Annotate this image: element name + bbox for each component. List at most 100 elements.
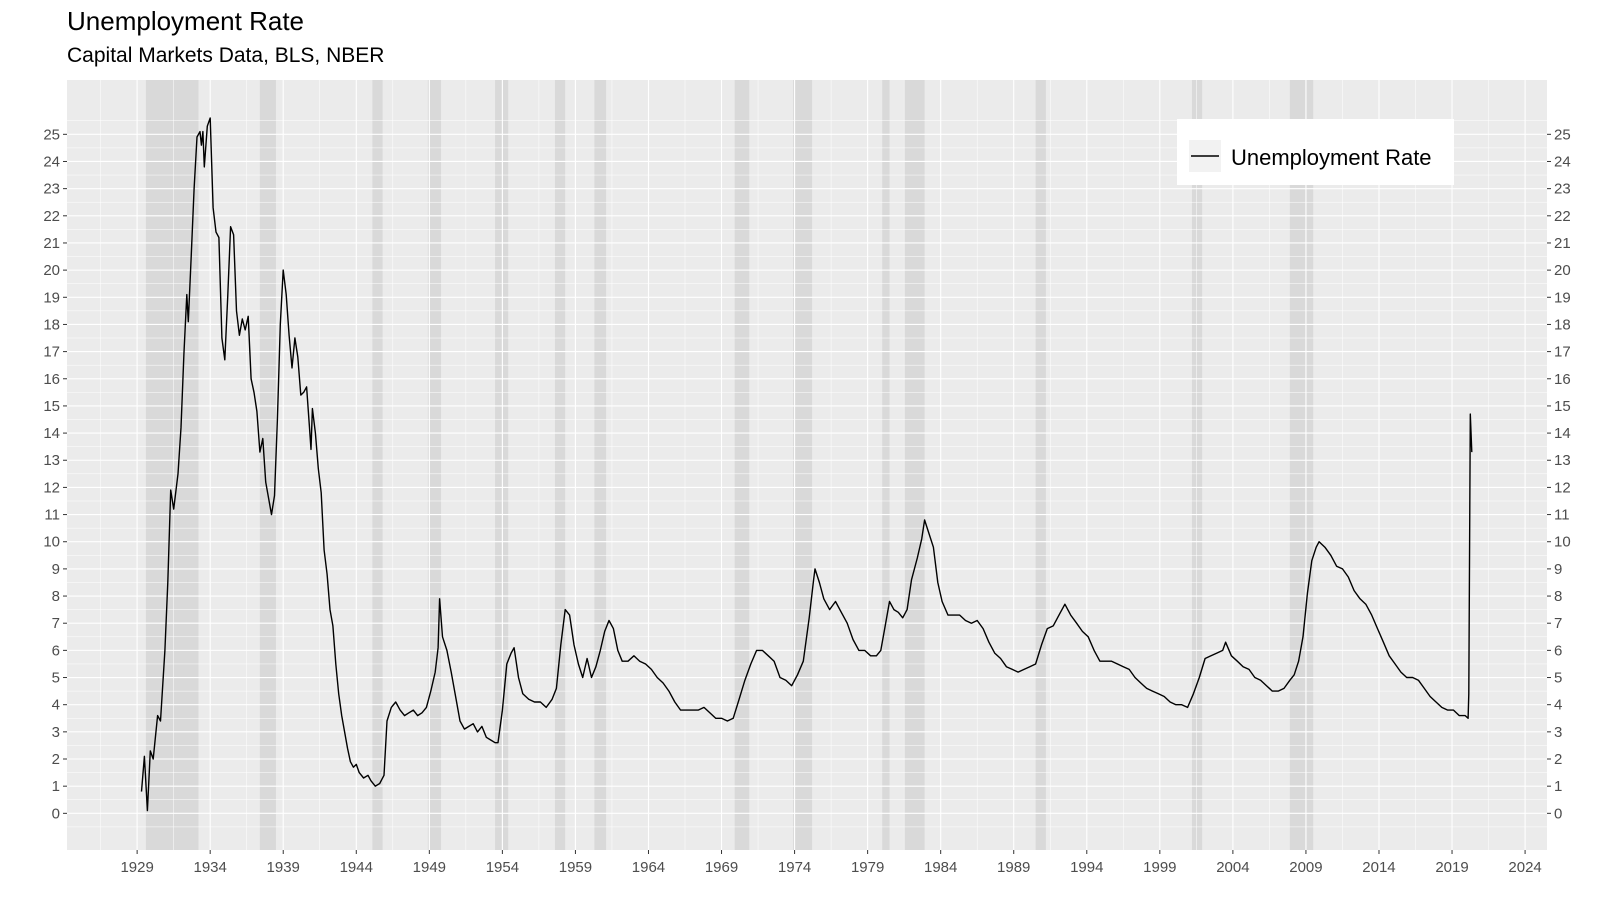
recession-band bbox=[1289, 80, 1314, 850]
y-tick-label-right: 21 bbox=[1554, 235, 1571, 252]
y-tick-label: 11 bbox=[44, 507, 60, 524]
y-tick-label-right: 8 bbox=[1554, 588, 1562, 605]
recession-band bbox=[554, 80, 566, 850]
y-tick-label-right: 14 bbox=[1554, 425, 1571, 442]
x-tick-label: 1969 bbox=[705, 859, 738, 876]
x-tick-label: 1939 bbox=[267, 859, 300, 876]
x-tick-label: 1984 bbox=[924, 859, 957, 876]
recession-band bbox=[882, 80, 890, 850]
y-tick-label: 23 bbox=[43, 181, 60, 198]
y-axis-right: 0123456789101112131415161718192021222324… bbox=[1547, 126, 1571, 822]
y-tick-label: 10 bbox=[43, 534, 60, 551]
y-tick-label: 8 bbox=[52, 588, 60, 605]
x-axis: 1929 1934 1939 1944 1949 1954 1959 1964 1969 1974… bbox=[120, 850, 1542, 876]
y-tick-label-right: 24 bbox=[1554, 153, 1571, 170]
x-tick-label: 2004 bbox=[1216, 859, 1249, 876]
recession-band bbox=[793, 80, 813, 850]
x-tick-label: 1929 bbox=[120, 859, 153, 876]
x-tick-label: 1954 bbox=[486, 859, 519, 876]
recession-band bbox=[1191, 80, 1203, 850]
series-line-unemployment-rate bbox=[140, 117, 1473, 812]
x-tick-label: 2024 bbox=[1508, 859, 1541, 876]
x-tick-label: 1989 bbox=[997, 859, 1030, 876]
recession-band bbox=[259, 80, 276, 850]
y-tick-label-right: 3 bbox=[1554, 724, 1562, 741]
recession-band bbox=[427, 80, 442, 850]
x-tick-label: 1999 bbox=[1143, 859, 1176, 876]
legend: Unemployment Rate bbox=[1177, 119, 1454, 185]
y-tick-label: 25 bbox=[43, 126, 60, 143]
y-tick-label: 18 bbox=[43, 316, 60, 333]
y-tick-label-right: 10 bbox=[1554, 534, 1571, 551]
y-tick-label-right: 0 bbox=[1554, 805, 1562, 822]
y-tick-label: 21 bbox=[43, 235, 60, 252]
recession-band bbox=[594, 80, 607, 850]
recession-band bbox=[1035, 80, 1046, 850]
chart-title: Unemployment Rate bbox=[67, 6, 304, 36]
y-tick-label-right: 19 bbox=[1554, 289, 1571, 306]
y-tick-label-right: 23 bbox=[1554, 181, 1571, 198]
x-tick-label: 1979 bbox=[851, 859, 884, 876]
major-gridlines bbox=[67, 80, 1547, 850]
y-tick-label: 14 bbox=[43, 425, 60, 442]
y-tick-label: 15 bbox=[43, 398, 60, 415]
x-tick-label: 1959 bbox=[559, 859, 592, 876]
y-tick-label: 20 bbox=[43, 262, 60, 279]
y-tick-label: 24 bbox=[43, 153, 60, 170]
x-tick-label: 1994 bbox=[1070, 859, 1103, 876]
recession-band bbox=[372, 80, 383, 850]
y-tick-label-right: 15 bbox=[1554, 398, 1571, 415]
chart-subtitle: Capital Markets Data, BLS, NBER bbox=[67, 44, 385, 67]
y-tick-label: 16 bbox=[43, 371, 60, 388]
y-tick-label-right: 22 bbox=[1554, 208, 1571, 225]
y-tick-label-right: 2 bbox=[1554, 751, 1562, 768]
recession-band bbox=[904, 80, 925, 850]
recession-band bbox=[145, 80, 199, 850]
x-tick-label: 2014 bbox=[1362, 859, 1395, 876]
x-tick-label: 1934 bbox=[193, 859, 226, 876]
y-tick-label-right: 1 bbox=[1554, 778, 1562, 795]
recession-band bbox=[734, 80, 750, 850]
x-tick-label: 1974 bbox=[778, 859, 811, 876]
y-tick-label: 7 bbox=[52, 615, 60, 632]
y-tick-label-right: 25 bbox=[1554, 126, 1571, 143]
y-tick-label: 17 bbox=[43, 344, 60, 361]
legend-label: Unemployment Rate bbox=[1231, 145, 1432, 170]
y-tick-label: 9 bbox=[52, 561, 60, 578]
x-tick-label: 1964 bbox=[632, 859, 665, 876]
y-tick-label: 12 bbox=[43, 479, 60, 496]
y-tick-label-right: 9 bbox=[1554, 561, 1562, 578]
y-tick-label: 2 bbox=[52, 751, 60, 768]
y-tick-label: 5 bbox=[52, 670, 60, 687]
recession-bands bbox=[145, 80, 1314, 850]
minor-gridlines bbox=[67, 80, 1547, 850]
y-tick-label: 19 bbox=[43, 289, 60, 306]
x-tick-label: 1949 bbox=[413, 859, 446, 876]
y-tick-label: 3 bbox=[52, 724, 60, 741]
y-tick-label-right: 17 bbox=[1554, 344, 1571, 361]
y-tick-label-right: 4 bbox=[1554, 697, 1562, 714]
y-tick-label-right: 5 bbox=[1554, 670, 1562, 687]
y-tick-label: 4 bbox=[52, 697, 60, 714]
y-tick-label: 0 bbox=[52, 805, 60, 822]
x-tick-label: 2009 bbox=[1289, 859, 1322, 876]
y-tick-label: 1 bbox=[52, 778, 60, 795]
recession-band bbox=[495, 80, 509, 850]
x-tick-label: 1944 bbox=[340, 859, 373, 876]
legend-box bbox=[1177, 119, 1454, 185]
series-group bbox=[140, 117, 1473, 812]
y-tick-label-right: 16 bbox=[1554, 371, 1571, 388]
y-tick-label-right: 13 bbox=[1554, 452, 1571, 469]
y-tick-label: 6 bbox=[52, 642, 60, 659]
y-tick-label-right: 18 bbox=[1554, 316, 1571, 333]
y-tick-label-right: 12 bbox=[1554, 479, 1571, 496]
x-tick-label: 2019 bbox=[1435, 859, 1468, 876]
y-tick-label-right: 7 bbox=[1554, 615, 1562, 632]
y-tick-label-right: 6 bbox=[1554, 642, 1562, 659]
y-tick-label: 22 bbox=[43, 208, 60, 225]
y-tick-label-right: 11 bbox=[1554, 507, 1570, 524]
y-tick-label-right: 20 bbox=[1554, 262, 1571, 279]
y-tick-label: 13 bbox=[43, 452, 60, 469]
y-axis-left: 0123456789101112131415161718192021222324… bbox=[43, 126, 67, 822]
